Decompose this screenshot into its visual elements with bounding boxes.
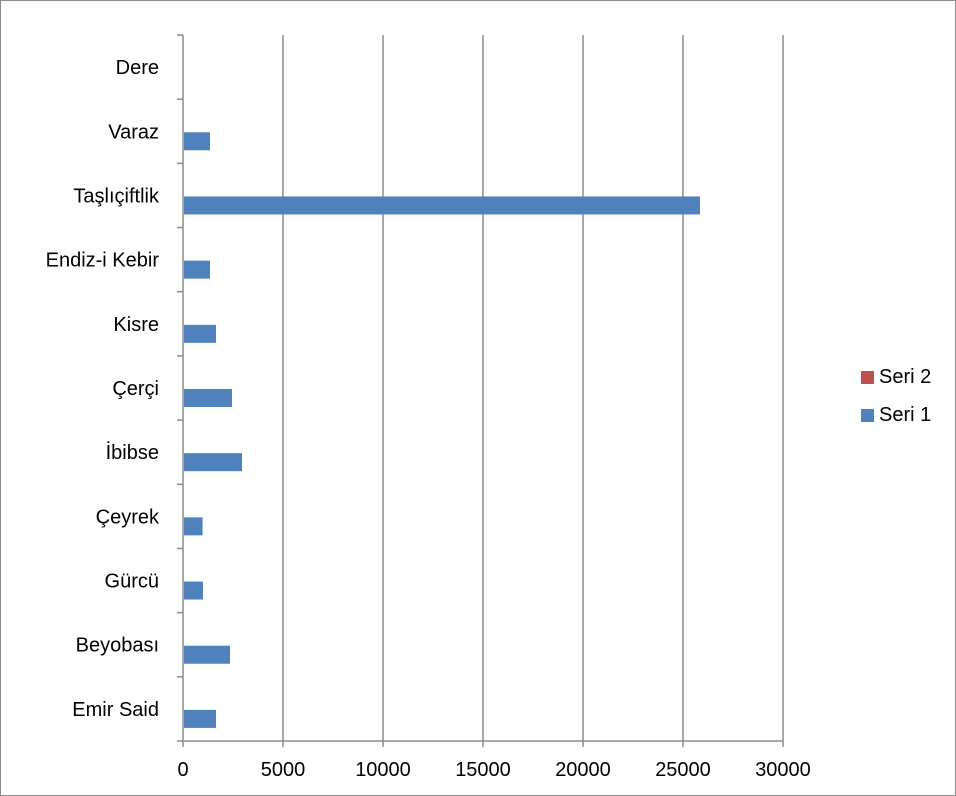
y-category-label: Beyobası bbox=[76, 635, 159, 657]
gridlines bbox=[282, 35, 784, 741]
y-category-label: Çeyrek bbox=[96, 506, 160, 528]
bar-seri-1 bbox=[184, 132, 210, 151]
x-tick-label: 15000 bbox=[455, 759, 511, 781]
y-category-label: Gürcü bbox=[105, 571, 159, 593]
y-category-label: Emir Said bbox=[72, 699, 159, 721]
legend-swatch bbox=[861, 409, 874, 422]
bar-seri-1 bbox=[184, 709, 216, 728]
x-tick-label: 20000 bbox=[555, 759, 611, 781]
y-category-label: İbibse bbox=[106, 441, 159, 464]
y-category-label: Dere bbox=[116, 57, 159, 79]
bar-seri-1 bbox=[184, 196, 700, 215]
bar-seri-1 bbox=[184, 581, 203, 600]
legend-label: Seri 1 bbox=[879, 404, 931, 426]
x-tick-label: 0 bbox=[177, 759, 188, 781]
bar-seri-1 bbox=[184, 389, 232, 407]
bars bbox=[184, 132, 700, 728]
bar-seri-1 bbox=[184, 645, 230, 664]
y-category-label: Varaz bbox=[108, 121, 159, 143]
legend-swatch bbox=[861, 371, 874, 384]
legend-label: Seri 2 bbox=[879, 366, 931, 388]
bar-seri-1 bbox=[184, 324, 216, 343]
y-category-label: Taşlıçiftlik bbox=[73, 185, 160, 207]
bar-seri-1 bbox=[184, 517, 203, 536]
x-tick-label: 30000 bbox=[755, 759, 811, 781]
y-category-label: Çerçi bbox=[112, 378, 159, 400]
axes bbox=[177, 34, 784, 747]
y-category-label: Kisre bbox=[113, 314, 159, 336]
x-tick-label: 5000 bbox=[261, 759, 306, 781]
x-tick-label: 10000 bbox=[355, 759, 411, 781]
bar-seri-1 bbox=[184, 260, 210, 279]
bar-seri-1 bbox=[184, 453, 242, 472]
legend: Seri 2 Seri 1 bbox=[861, 366, 931, 426]
tick-labels: 0 5000 10000 15000 20000 25000 30000 Emir Said B… bbox=[46, 57, 811, 781]
x-tick-label: 25000 bbox=[655, 759, 711, 781]
y-category-label: Endiz-i Kebir bbox=[46, 250, 160, 272]
